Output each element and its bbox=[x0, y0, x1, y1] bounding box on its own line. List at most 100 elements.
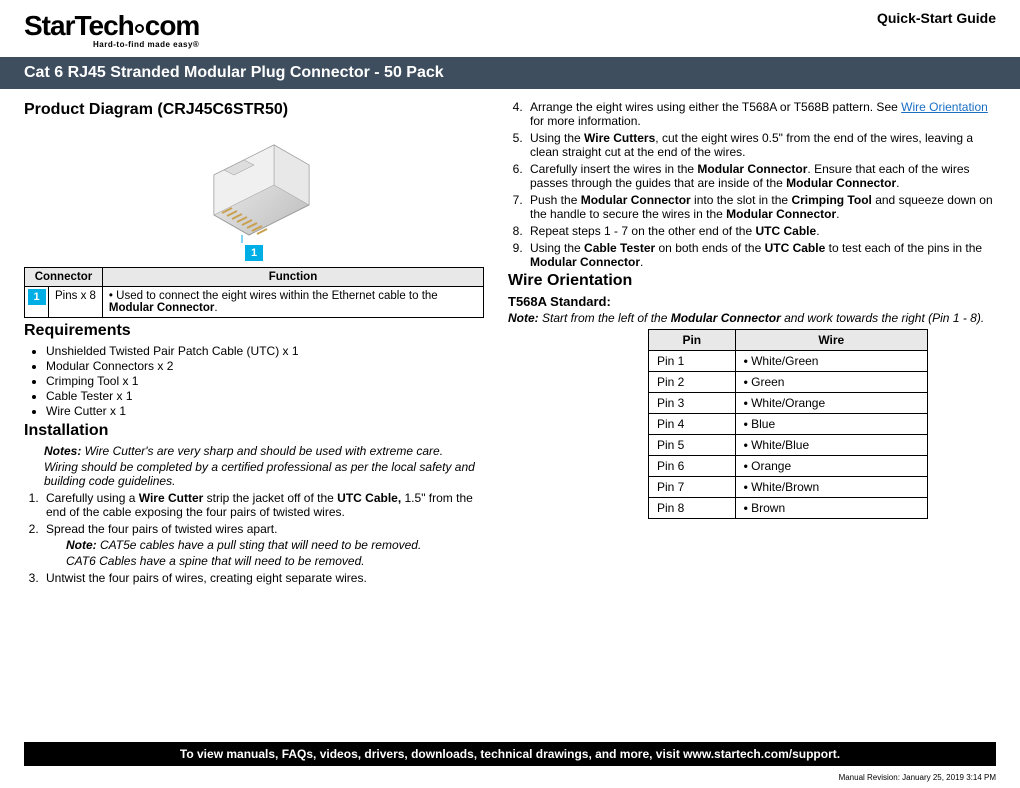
standard-heading: T568A Standard: bbox=[508, 294, 996, 309]
step-1: Carefully using a Wire Cutter strip the … bbox=[42, 491, 484, 519]
t: Wire Cutters bbox=[584, 131, 655, 145]
step-5: Using the Wire Cutters, cut the eight wi… bbox=[526, 131, 996, 159]
cell-pin: Pin 7 bbox=[649, 477, 736, 498]
th-wire: Wire bbox=[735, 330, 927, 351]
cell-wire: Brown bbox=[735, 498, 927, 519]
t: Push the bbox=[530, 193, 581, 207]
func-bold: Modular Connector bbox=[109, 302, 214, 314]
t: Cable Tester bbox=[584, 241, 655, 255]
install-steps-left: Carefully using a Wire Cutter strip the … bbox=[24, 491, 484, 585]
wire-table: Pin Wire Pin 1White/Green Pin 2Green Pin… bbox=[648, 329, 928, 519]
notes-label: Notes: bbox=[44, 444, 81, 458]
t: for more information. bbox=[530, 114, 641, 128]
left-column: Product Diagram (CRJ45C6STR50) bbox=[24, 97, 484, 588]
logo: StarTechcom Hard-to-find made easy® bbox=[24, 10, 199, 49]
note-text: Wire Cutter's are very sharp and should … bbox=[81, 444, 443, 458]
standard-note: Note: Start from the left of the Modular… bbox=[508, 311, 996, 325]
t: Modular Connector bbox=[671, 311, 781, 325]
t: on both ends of the bbox=[655, 241, 764, 255]
header: StarTechcom Hard-to-find made easy® Quic… bbox=[24, 10, 996, 49]
cell-wire: Green bbox=[735, 372, 927, 393]
list-item: Cable Tester x 1 bbox=[46, 389, 484, 403]
cell-wire: Orange bbox=[735, 456, 927, 477]
logo-part-1: StarTech bbox=[24, 10, 134, 41]
note-label: Note: bbox=[66, 538, 97, 552]
installation-heading: Installation bbox=[24, 422, 484, 440]
list-item: Crimping Tool x 1 bbox=[46, 374, 484, 388]
cell-pin: Pin 4 bbox=[649, 414, 736, 435]
list-item: Modular Connectors x 2 bbox=[46, 359, 484, 373]
install-steps-right: Arrange the eight wires using either the… bbox=[508, 100, 996, 269]
cell-pin: Pin 3 bbox=[649, 393, 736, 414]
t: into the slot in the bbox=[691, 193, 792, 207]
cell-pin: Pin 5 bbox=[649, 435, 736, 456]
requirements-heading: Requirements bbox=[24, 322, 484, 340]
footer-bar: To view manuals, FAQs, videos, drivers, … bbox=[24, 742, 996, 766]
list-item: Wire Cutter x 1 bbox=[46, 404, 484, 418]
logo-dot-icon bbox=[135, 24, 144, 33]
t: Using the bbox=[530, 241, 584, 255]
t: Arrange the eight wires using either the… bbox=[530, 100, 901, 114]
table-row: Pin 5White/Blue bbox=[649, 435, 928, 456]
table-row: Pin 7White/Brown bbox=[649, 477, 928, 498]
func-suffix: . bbox=[214, 302, 217, 314]
t: and work towards the right (Pin 1 - 8). bbox=[781, 311, 984, 325]
t: Modular Connector bbox=[530, 255, 640, 269]
connector-table: Connector Function 1 Pins x 8 • Used to … bbox=[24, 267, 484, 318]
step-7: Push the Modular Connector into the slot… bbox=[526, 193, 996, 221]
t: Using the bbox=[530, 131, 584, 145]
product-diagram-heading: Product Diagram (CRJ45C6STR50) bbox=[24, 101, 484, 119]
t: Repeat steps 1 - 7 on the other end of t… bbox=[530, 224, 756, 238]
row-callout: 1 bbox=[28, 289, 46, 305]
quick-start-label: Quick-Start Guide bbox=[877, 10, 996, 26]
table-row: Pin 1White/Green bbox=[649, 351, 928, 372]
logo-part-2: com bbox=[145, 10, 200, 41]
th-pin: Pin bbox=[649, 330, 736, 351]
cell-function: • Used to connect the eight wires within… bbox=[102, 287, 483, 318]
t: Carefully using a bbox=[46, 491, 139, 505]
t: . bbox=[896, 176, 899, 190]
t: strip the jacket off of the bbox=[203, 491, 337, 505]
product-diagram: 1 bbox=[24, 125, 484, 261]
t: Wire Cutter bbox=[139, 491, 204, 505]
install-note-1: Notes: Wire Cutter's are very sharp and … bbox=[44, 444, 484, 458]
callout-1: 1 bbox=[245, 245, 263, 261]
cell-wire: White/Green bbox=[735, 351, 927, 372]
cell-pin: Pin 6 bbox=[649, 456, 736, 477]
t: Modular Connector bbox=[697, 162, 807, 176]
t: CAT5e cables have a pull sting that will… bbox=[97, 538, 422, 552]
content-columns: Product Diagram (CRJ45C6STR50) bbox=[24, 97, 996, 588]
table-row: Pin 3White/Orange bbox=[649, 393, 928, 414]
step-2-note-a: Note: CAT5e cables have a pull sting tha… bbox=[66, 538, 484, 552]
table-row: Pin 6Orange bbox=[649, 456, 928, 477]
rj45-connector-icon bbox=[184, 125, 324, 245]
step-3: Untwist the four pairs of wires, creatin… bbox=[42, 571, 484, 585]
t: Modular Connector bbox=[786, 176, 896, 190]
cell-wire: White/Blue bbox=[735, 435, 927, 456]
step-2: Spread the four pairs of twisted wires a… bbox=[42, 522, 484, 568]
list-item: Unshielded Twisted Pair Patch Cable (UTC… bbox=[46, 344, 484, 358]
cell-wire: White/Brown bbox=[735, 477, 927, 498]
t: Start from the left of the bbox=[539, 311, 671, 325]
cell-pin: Pin 2 bbox=[649, 372, 736, 393]
cell-wire: White/Orange bbox=[735, 393, 927, 414]
t: UTC Cable bbox=[765, 241, 826, 255]
step-9: Using the Cable Tester on both ends of t… bbox=[526, 241, 996, 269]
wire-orientation-heading: Wire Orientation bbox=[508, 272, 996, 290]
t: Modular Connector bbox=[726, 207, 836, 221]
step-2-note-b: CAT6 Cables have a spine that will need … bbox=[66, 554, 484, 568]
step-4: Arrange the eight wires using either the… bbox=[526, 100, 996, 128]
cell-wire: Blue bbox=[735, 414, 927, 435]
step-8: Repeat steps 1 - 7 on the other end of t… bbox=[526, 224, 996, 238]
func-prefix: Used to connect the eight wires within t… bbox=[116, 290, 438, 302]
t: UTC Cable, bbox=[337, 491, 401, 505]
table-row: Pin 2Green bbox=[649, 372, 928, 393]
t: UTC Cable bbox=[756, 224, 817, 238]
table-row: 1 Pins x 8 • Used to connect the eight w… bbox=[25, 287, 484, 318]
t: . bbox=[816, 224, 819, 238]
t: Carefully insert the wires in the bbox=[530, 162, 697, 176]
t: Spread the four pairs of twisted wires a… bbox=[46, 522, 277, 536]
wire-orientation-link[interactable]: Wire Orientation bbox=[901, 100, 988, 114]
logo-text: StarTech com bbox=[24, 10, 199, 42]
cell-pin: Pin 8 bbox=[649, 498, 736, 519]
